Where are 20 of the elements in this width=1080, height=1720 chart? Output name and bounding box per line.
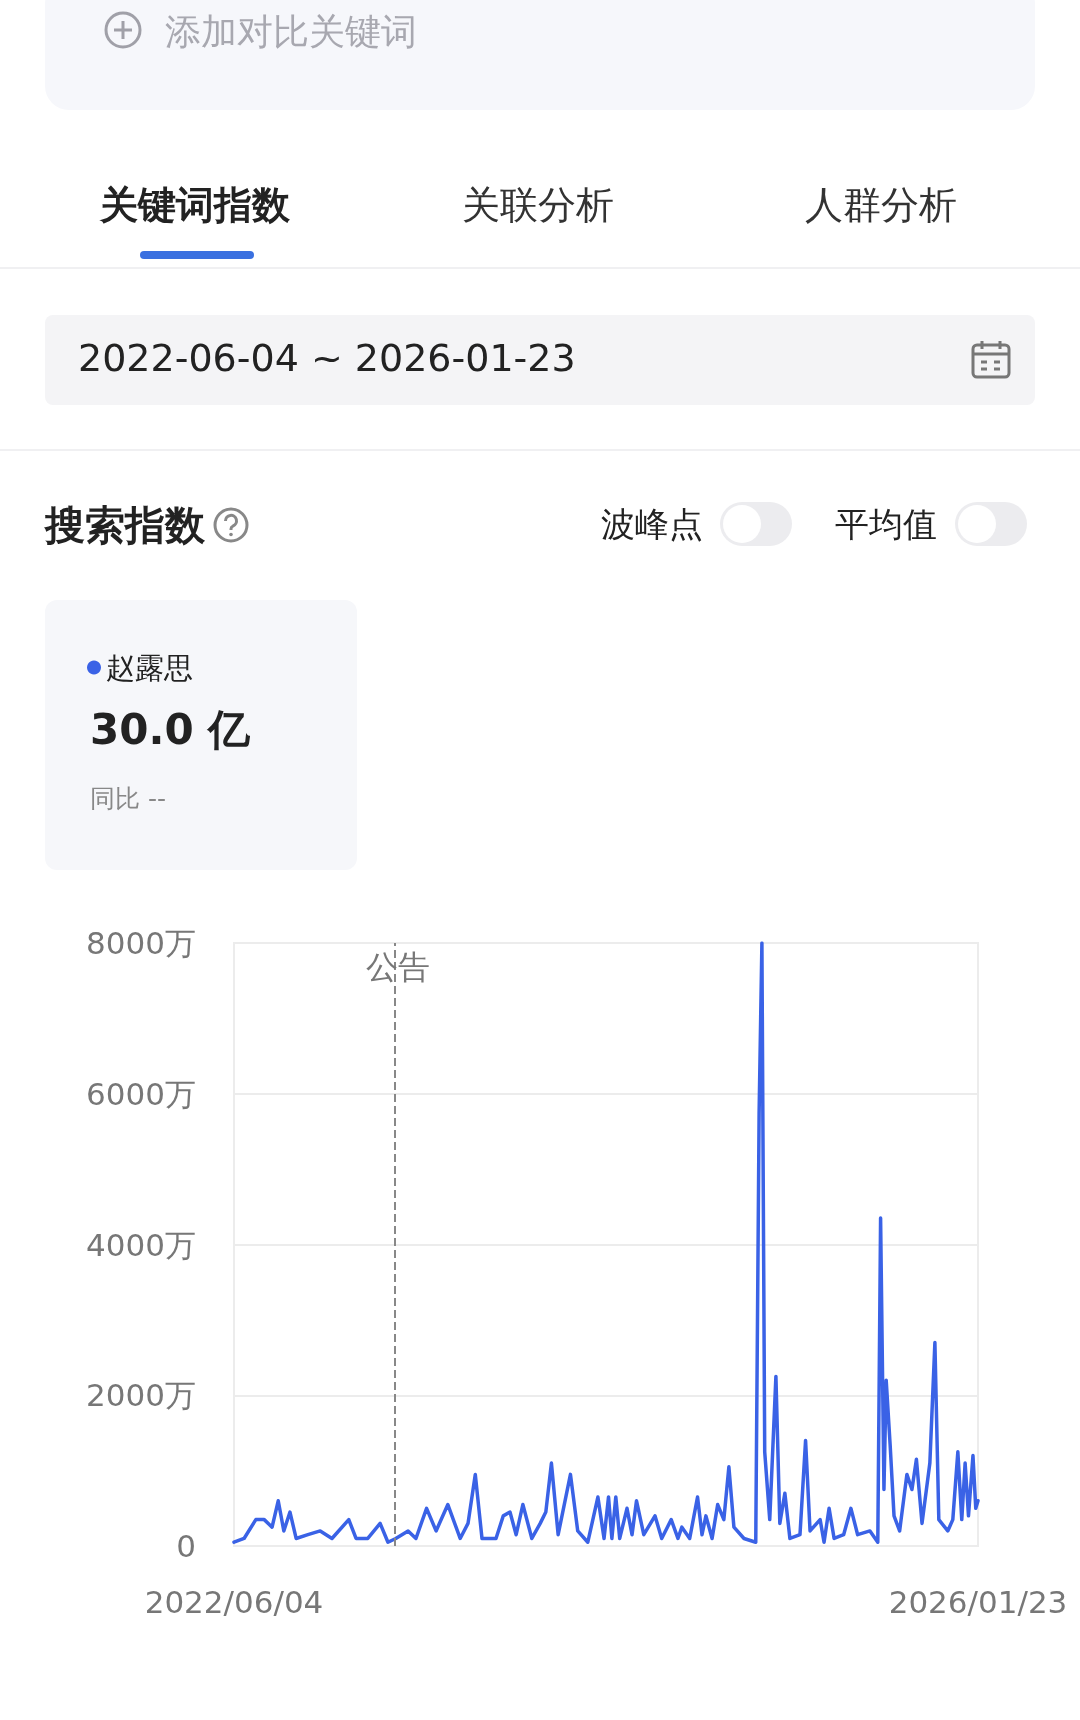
text: 波峰点 [601, 503, 703, 546]
x-tick-label: 2026/01/23 [888, 1583, 1068, 1620]
y-tick-label: 8000万 [86, 925, 196, 961]
y-tick-label: 2000万 [86, 1377, 196, 1414]
chart-title: 搜索指数 [45, 501, 205, 550]
text: 添加对比关键词 [165, 10, 417, 54]
ref-line-label: 公告 [366, 948, 431, 986]
line-series [232, 941, 980, 1544]
text: 关键词指数 [100, 182, 290, 229]
y-tick-label: 4000万 [86, 1226, 196, 1263]
text: 2022-06-04 ~ 2026-01-23 [78, 336, 576, 380]
y-tick-label: 6000万 [86, 1075, 196, 1112]
text: 平均值 [835, 503, 937, 546]
text: 同比 -- [90, 783, 166, 815]
text: 30.0 亿 [90, 704, 251, 756]
x-tick-label: 2022/06/04 [144, 1583, 324, 1620]
y-tick-label: 0 [176, 1528, 196, 1564]
text: 关联分析 [462, 182, 614, 229]
text: 人群分析 [805, 182, 957, 229]
legend-label: 赵露思 [106, 650, 193, 685]
